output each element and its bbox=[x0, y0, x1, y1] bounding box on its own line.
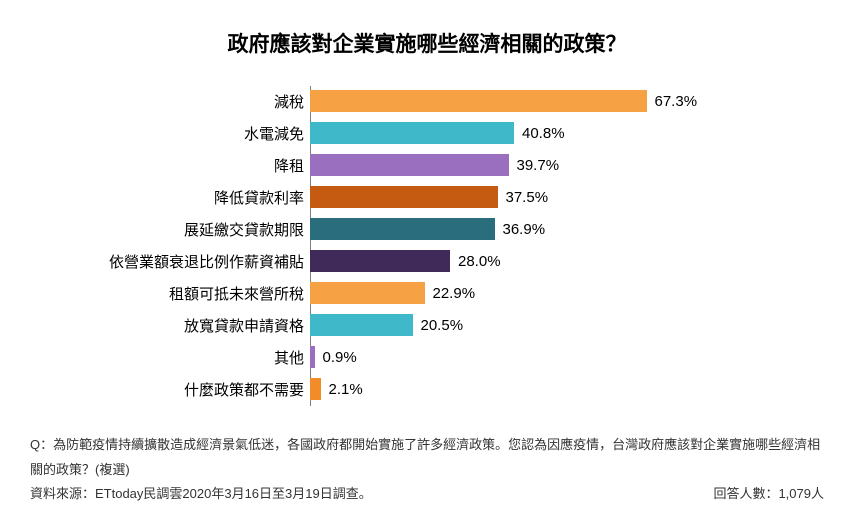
bar-area: 28.0% bbox=[310, 246, 824, 276]
category-label: 展延繳交貸款期限 bbox=[30, 219, 310, 240]
value-label: 39.7% bbox=[517, 157, 560, 174]
question-text: Q：為防範疫情持續擴散造成經濟景氣低迷，各國政府都開始實施了許多經濟政策。您認為… bbox=[30, 433, 824, 482]
category-label: 降低貸款利率 bbox=[30, 187, 310, 208]
value-label: 2.1% bbox=[329, 381, 363, 398]
bar-area: 40.8% bbox=[310, 118, 824, 148]
bar bbox=[310, 122, 514, 144]
bar bbox=[310, 346, 315, 368]
bar bbox=[310, 282, 425, 304]
bar-row: 展延繳交貸款期限 36.9% bbox=[30, 214, 824, 244]
bar-area: 20.5% bbox=[310, 310, 824, 340]
category-label: 租額可抵未來營所稅 bbox=[30, 283, 310, 304]
category-label: 什麼政策都不需要 bbox=[30, 379, 310, 400]
bar-area: 22.9% bbox=[310, 278, 824, 308]
bar-row: 其他 0.9% bbox=[30, 342, 824, 372]
bar bbox=[310, 250, 450, 272]
bar-area: 36.9% bbox=[310, 214, 824, 244]
value-label: 36.9% bbox=[503, 221, 546, 238]
footer: Q：為防範疫情持續擴散造成經濟景氣低迷，各國政府都開始實施了許多經濟政策。您認為… bbox=[30, 433, 824, 507]
category-label: 依營業額衰退比例作薪資補貼 bbox=[30, 251, 310, 272]
value-label: 22.9% bbox=[433, 285, 476, 302]
bar-area: 2.1% bbox=[310, 374, 824, 404]
bar-row: 租額可抵未來營所稅 22.9% bbox=[30, 278, 824, 308]
value-label: 20.5% bbox=[421, 317, 464, 334]
category-label: 減稅 bbox=[30, 91, 310, 112]
bar bbox=[310, 218, 495, 240]
bar-chart: 減稅 67.3% 水電減免 40.8% 降租 39.7% 降低貸款利率 37.5% 展延繳交貸款… bbox=[30, 86, 824, 404]
category-label: 降租 bbox=[30, 155, 310, 176]
bar-area: 39.7% bbox=[310, 150, 824, 180]
bar-row: 降低貸款利率 37.5% bbox=[30, 182, 824, 212]
category-label: 其他 bbox=[30, 347, 310, 368]
bar bbox=[310, 90, 647, 112]
bar bbox=[310, 154, 509, 176]
source-text: 資料來源：ETtoday民調雲2020年3月16日至3月19日調查。 bbox=[30, 482, 372, 507]
respondent-count: 回答人數：1,079人 bbox=[713, 482, 824, 507]
value-label: 40.8% bbox=[522, 125, 565, 142]
bar-row: 減稅 67.3% bbox=[30, 86, 824, 116]
chart-title: 政府應該對企業實施哪些經濟相關的政策？ bbox=[30, 28, 824, 58]
bar-row: 水電減免 40.8% bbox=[30, 118, 824, 148]
bar-area: 67.3% bbox=[310, 86, 824, 116]
bar-area: 0.9% bbox=[310, 342, 824, 372]
category-label: 水電減免 bbox=[30, 123, 310, 144]
bar-row: 降租 39.7% bbox=[30, 150, 824, 180]
value-label: 0.9% bbox=[323, 349, 357, 366]
bar-row: 依營業額衰退比例作薪資補貼 28.0% bbox=[30, 246, 824, 276]
bar-area: 37.5% bbox=[310, 182, 824, 212]
category-label: 放寬貸款申請資格 bbox=[30, 315, 310, 336]
value-label: 37.5% bbox=[506, 189, 549, 206]
bar bbox=[310, 378, 321, 400]
bar bbox=[310, 186, 498, 208]
value-label: 28.0% bbox=[458, 253, 501, 270]
value-label: 67.3% bbox=[655, 93, 698, 110]
bar bbox=[310, 314, 413, 336]
bar-row: 什麼政策都不需要 2.1% bbox=[30, 374, 824, 404]
bar-row: 放寬貸款申請資格 20.5% bbox=[30, 310, 824, 340]
